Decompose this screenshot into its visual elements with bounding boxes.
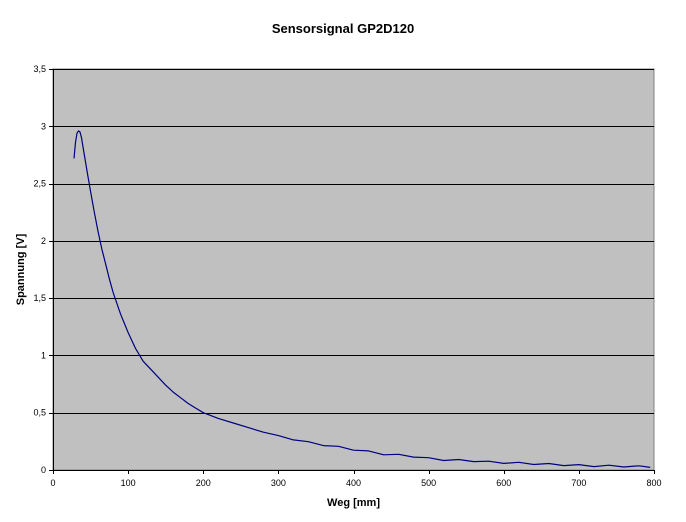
axes bbox=[53, 69, 654, 471]
x-tick-label-0: 0 bbox=[50, 478, 55, 488]
tick-labels: 0 100 200 300 400 500 600 700 800 0 0,5 1 1,5 2 2,5 3 3,… bbox=[33, 64, 661, 488]
y-tick-label-7: 3,5 bbox=[33, 64, 46, 74]
y-axis-label: Spannung [V] bbox=[15, 233, 27, 305]
y-tick-label-1: 0,5 bbox=[33, 408, 46, 418]
x-tick-label-3: 300 bbox=[271, 478, 286, 488]
x-tick-label-6: 600 bbox=[496, 478, 511, 488]
y-tick-label-0: 0 bbox=[41, 465, 46, 475]
chart-title: Sensorsignal GP2D120 bbox=[272, 21, 414, 36]
x-tick-label-4: 400 bbox=[346, 478, 361, 488]
x-tick-label-7: 700 bbox=[571, 478, 586, 488]
x-tick-label-2: 200 bbox=[196, 478, 211, 488]
y-tick-label-6: 3 bbox=[41, 121, 46, 131]
grid bbox=[53, 69, 654, 414]
plot-area bbox=[52, 68, 655, 471]
y-tick-label-3: 1,5 bbox=[33, 293, 46, 303]
series-line bbox=[73, 130, 651, 468]
x-tick-label-1: 100 bbox=[121, 478, 136, 488]
x-tick-label-5: 500 bbox=[421, 478, 436, 488]
x-axis-label: Weg [mm] bbox=[327, 497, 380, 509]
y-tick-label-5: 2,5 bbox=[33, 179, 46, 189]
y-tick-label-4: 2 bbox=[41, 236, 46, 246]
x-tick-label-8: 800 bbox=[646, 478, 661, 488]
y-tick-label-2: 1 bbox=[41, 350, 46, 360]
